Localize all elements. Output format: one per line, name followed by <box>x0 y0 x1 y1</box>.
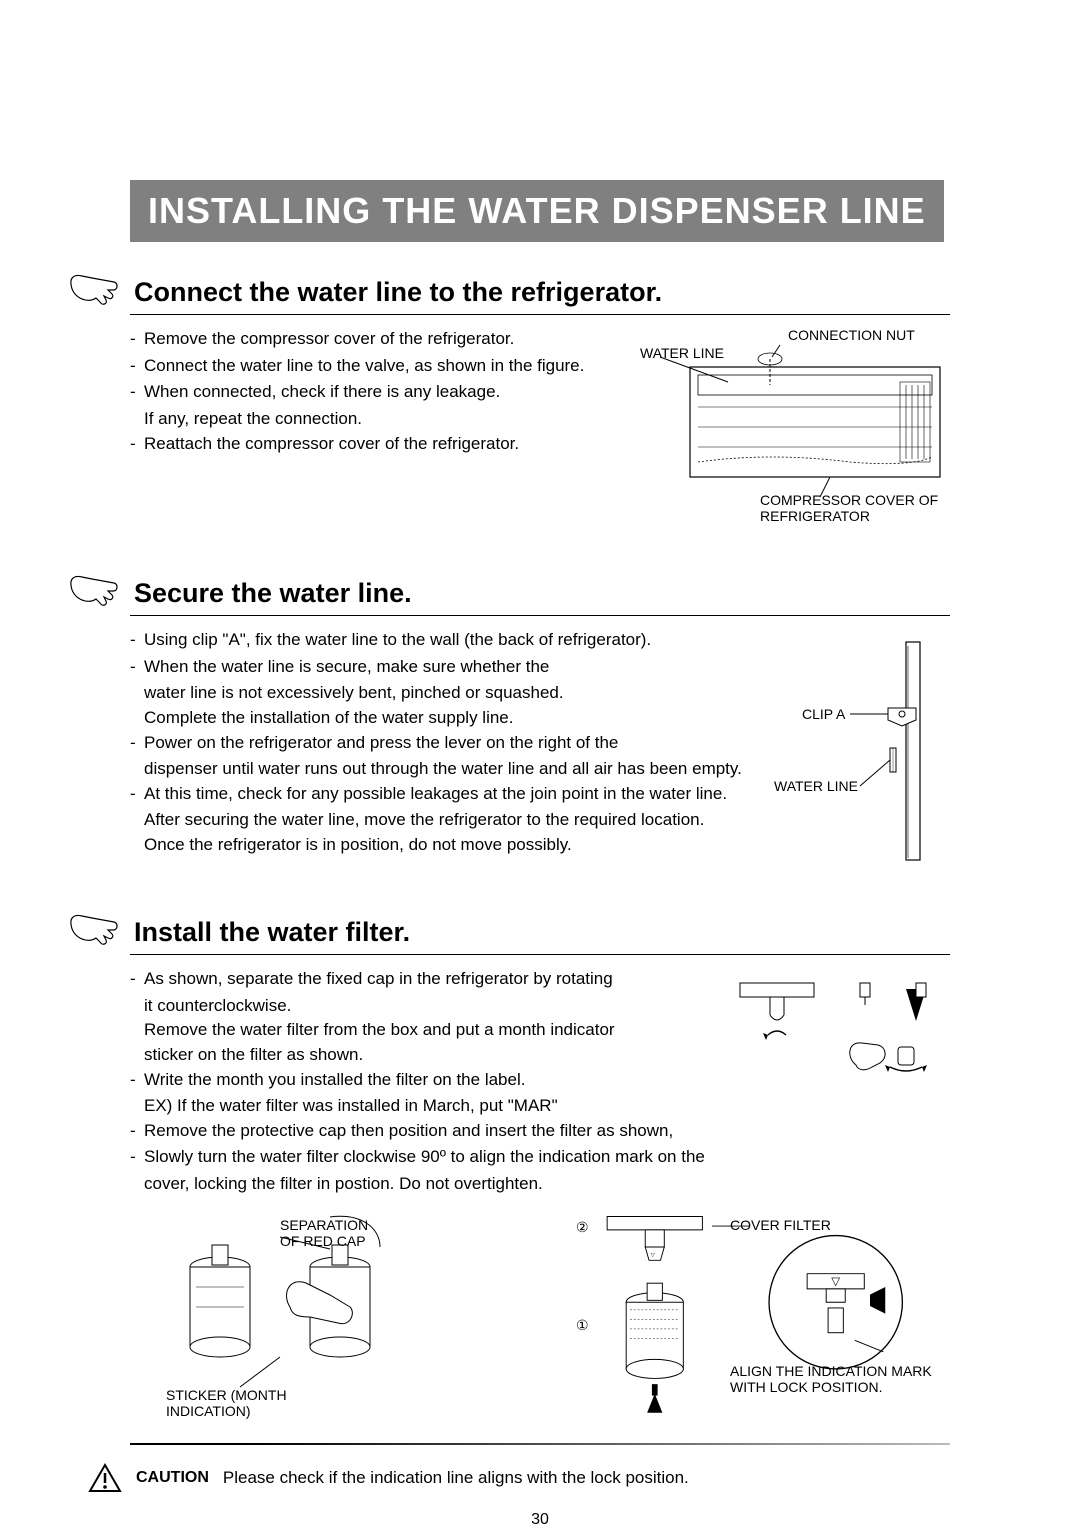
list-item: - As shown, separate the fixed cap in th… <box>130 967 710 992</box>
content-row: - As shown, separate the fixed cap in th… <box>130 967 950 1197</box>
section-title: Connect the water line to the refrigerat… <box>134 277 662 308</box>
instruction-text: Reattach the compressor cover of the ref… <box>144 432 519 457</box>
label-circ2: ② <box>576 1219 589 1236</box>
section-header: Connect the water line to the refrigerat… <box>130 264 950 315</box>
filter-diagrams-row: SEPARATION OF RED CAP STICKER (MONTH IND… <box>130 1207 950 1437</box>
list-item: - Write the month you installed the filt… <box>130 1068 710 1093</box>
list-item: - Power on the refrigerator and press th… <box>130 731 790 756</box>
instruction-text: Remove the protective cap then position … <box>144 1119 673 1144</box>
instruction-text: Slowly turn the water filter clockwise 9… <box>144 1145 705 1170</box>
pointing-hand-icon <box>68 264 120 308</box>
instruction-text: Remove the compressor cover of the refri… <box>144 327 514 352</box>
label-water-line: WATER LINE <box>640 345 724 361</box>
diagram-right: ▽ <box>550 1207 950 1437</box>
instruction-sub: After securing the water line, move the … <box>144 808 790 833</box>
warning-icon <box>88 1463 122 1493</box>
list-item: - Connect the water line to the valve, a… <box>130 354 630 379</box>
label-align-mark: ALIGN THE INDICATION MARK WITH LOCK POSI… <box>730 1363 960 1395</box>
instruction-text: When the water line is secure, make sure… <box>144 655 549 680</box>
instruction-sub: cover, locking the filter in postion. Do… <box>144 1172 710 1197</box>
instruction-text: Using clip "A", fix the water line to th… <box>144 628 651 653</box>
label-separation: SEPARATION OF RED CAP <box>280 1217 390 1249</box>
instruction-sub: dispenser until water runs out through t… <box>144 757 790 782</box>
divider-line <box>130 1443 950 1445</box>
list-item: - Using clip "A", fix the water line to … <box>130 628 790 653</box>
figure-cap-removal <box>730 975 950 1105</box>
instruction-text: When connected, check if there is any le… <box>144 380 500 405</box>
figure-compressor: WATER LINE CONNECTION NUT COMPRESSOR COV… <box>650 327 950 527</box>
content-row: - Using clip "A", fix the water line to … <box>130 628 950 866</box>
instruction-sub: it counterclockwise. <box>144 994 710 1019</box>
section-connect: Connect the water line to the refrigerat… <box>130 264 950 527</box>
instruction-text: Connect the water line to the valve, as … <box>144 354 584 379</box>
instruction-text: Write the month you installed the filter… <box>144 1068 525 1093</box>
list-item: - Reattach the compressor cover of the r… <box>130 432 630 457</box>
diagram-left: SEPARATION OF RED CAP STICKER (MONTH IND… <box>130 1207 530 1437</box>
page-number: 30 <box>130 1511 950 1529</box>
caution-label: CAUTION <box>136 1469 209 1487</box>
instruction-list: - Remove the compressor cover of the ref… <box>130 327 630 527</box>
section-title: Secure the water line. <box>134 578 412 609</box>
instruction-sub: If any, repeat the connection. <box>144 407 630 432</box>
instruction-text: Power on the refrigerator and press the … <box>144 731 618 756</box>
caution-text: Please check if the indication line alig… <box>223 1468 689 1488</box>
manual-page: INSTALLING THE WATER DISPENSER LINE Conn… <box>0 0 1080 1528</box>
section-secure: Secure the water line. - Using clip "A",… <box>130 565 950 866</box>
instruction-list: - Using clip "A", fix the water line to … <box>130 628 790 866</box>
section-header: Secure the water line. <box>130 565 950 616</box>
label-clip-a: CLIP A <box>802 706 845 722</box>
list-item: - At this time, check for any possible l… <box>130 782 790 807</box>
instruction-text: As shown, separate the fixed cap in the … <box>144 967 613 992</box>
instruction-sub: Remove the water filter from the box and… <box>144 1018 710 1043</box>
page-title: INSTALLING THE WATER DISPENSER LINE <box>130 180 944 242</box>
instruction-sub: Complete the installation of the water s… <box>144 706 790 731</box>
list-item: - When the water line is secure, make su… <box>130 655 790 680</box>
label-compressor-cover: COMPRESSOR COVER OF REFRIGERATOR <box>760 492 940 524</box>
figure-clip: CLIP A WATER LINE <box>810 636 930 866</box>
instruction-text: At this time, check for any possible lea… <box>144 782 727 807</box>
list-item: - Slowly turn the water filter clockwise… <box>130 1145 710 1170</box>
instruction-sub: Once the refrigerator is in position, do… <box>144 833 790 858</box>
content-row: - Remove the compressor cover of the ref… <box>130 327 950 527</box>
list-item: - Remove the protective cap then positio… <box>130 1119 710 1144</box>
section-header: Install the water filter. <box>130 904 950 955</box>
section-title: Install the water filter. <box>134 917 410 948</box>
section-filter: Install the water filter. - As shown, se… <box>130 904 950 1493</box>
svg-text:▽: ▽ <box>831 1276 840 1288</box>
instruction-sub: water line is not excessively bent, pinc… <box>144 681 790 706</box>
label-sticker: STICKER (MONTH INDICATION) <box>166 1387 326 1419</box>
list-item: - When connected, check if there is any … <box>130 380 630 405</box>
pointing-hand-icon <box>68 565 120 609</box>
instruction-sub: sticker on the filter as shown. <box>144 1043 710 1068</box>
instruction-list: - As shown, separate the fixed cap in th… <box>130 967 710 1197</box>
instruction-sub: EX) If the water filter was installed in… <box>144 1094 710 1119</box>
caution-row: CAUTION Please check if the indication l… <box>130 1463 950 1493</box>
label-water-line: WATER LINE <box>774 778 858 794</box>
label-connection-nut: CONNECTION NUT <box>788 327 915 343</box>
label-cover-filter: COVER FILTER <box>730 1217 831 1233</box>
label-circ1: ① <box>576 1317 589 1334</box>
pointing-hand-icon <box>68 904 120 948</box>
list-item: - Remove the compressor cover of the ref… <box>130 327 630 352</box>
svg-text:▽: ▽ <box>651 1252 656 1258</box>
